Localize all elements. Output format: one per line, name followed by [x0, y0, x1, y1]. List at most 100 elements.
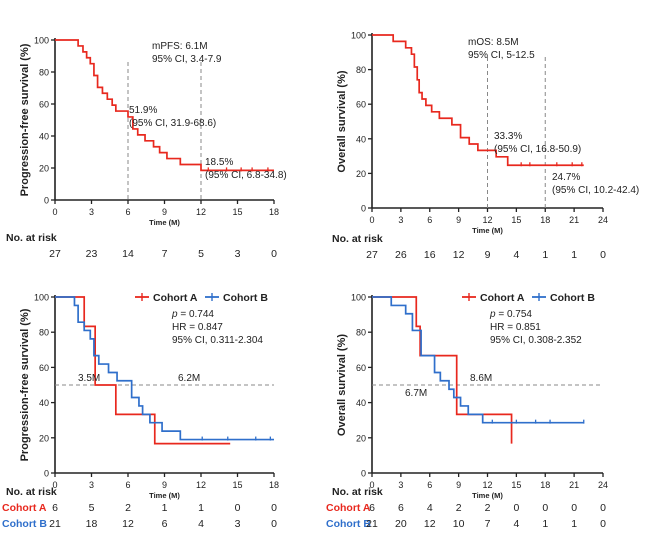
risk-count: 0: [271, 502, 277, 514]
pfs-12m-value: 18.5%: [205, 157, 233, 168]
risk-count: 18: [86, 518, 98, 530]
median-cohort-a: 6.7M: [405, 388, 427, 399]
y-tick-label: 100: [351, 31, 366, 41]
y-tick-label: 80: [39, 68, 49, 78]
legend-label: Cohort B: [550, 292, 595, 304]
y-tick-label: 0: [44, 469, 49, 479]
y-tick-label: 20: [356, 433, 366, 443]
os-18m-value: 24.7%: [552, 172, 580, 183]
risk-table-title: No. at risk: [6, 486, 57, 498]
y-tick-label: 60: [356, 363, 366, 373]
risk-count: 1: [571, 518, 577, 530]
y-tick-label: 0: [361, 469, 366, 479]
x-tick-label: 15: [511, 215, 521, 225]
y-tick-label: 0: [44, 196, 49, 206]
risk-count: 0: [271, 518, 277, 530]
hazard-ratio: HR = 0.847: [172, 322, 223, 333]
risk-count: 12: [453, 249, 465, 261]
x-tick-label: 6: [125, 207, 130, 217]
x-tick-label: 21: [569, 480, 579, 490]
x-tick-label: 0: [52, 207, 57, 217]
x-tick-label: 0: [369, 480, 374, 490]
risk-row-label: Cohort B: [326, 518, 371, 530]
p-value: p = 0.744: [171, 309, 214, 320]
x-tick-label: 9: [162, 207, 167, 217]
risk-count: 0: [271, 248, 277, 260]
risk-count: 26: [395, 249, 407, 261]
risk-count: 4: [198, 518, 204, 530]
risk-row-label: Cohort A: [326, 502, 371, 514]
risk-count: 0: [600, 518, 606, 530]
x-tick-label: 6: [427, 480, 432, 490]
risk-count: 0: [542, 502, 548, 514]
risk-count: 21: [49, 518, 61, 530]
risk-table-title: No. at risk: [332, 486, 383, 498]
p-value: p = 0.754: [489, 309, 532, 320]
risk-count: 4: [513, 518, 519, 530]
x-tick-label: 3: [398, 480, 403, 490]
y-tick-label: 80: [356, 328, 366, 338]
hr-ci: 95% CI, 0.308-2.352: [490, 335, 582, 346]
risk-count: 6: [162, 518, 168, 530]
x-tick-label: 15: [511, 480, 521, 490]
x-tick-label: 3: [398, 215, 403, 225]
risk-count: 5: [198, 248, 204, 260]
y-tick-label: 20: [356, 169, 366, 179]
risk-count: 12: [122, 518, 134, 530]
risk-count: 23: [86, 248, 98, 260]
risk-count: 0: [600, 502, 606, 514]
x-tick-label: 0: [369, 215, 374, 225]
x-tick-label: 18: [540, 480, 550, 490]
x-axis-title: Time (M): [149, 491, 180, 500]
os-12m-value: 33.3%: [494, 131, 522, 142]
x-tick-label: 12: [482, 215, 492, 225]
y-tick-label: 100: [34, 293, 49, 303]
y-axis-title: Overall survival (%): [336, 70, 348, 172]
survival-curve-cohort-a: [55, 296, 231, 445]
survival-curve-cohort-a: [372, 296, 513, 444]
risk-count: 3: [235, 518, 241, 530]
os-12m-ci: (95% CI, 16.8-50.9): [494, 144, 581, 155]
risk-table-title: No. at risk: [6, 232, 57, 244]
x-tick-label: 18: [269, 207, 279, 217]
risk-count: 27: [49, 248, 61, 260]
y-tick-label: 40: [39, 132, 49, 142]
x-axis-title: Time (M): [472, 226, 503, 235]
risk-count: 1: [542, 518, 548, 530]
y-tick-label: 100: [34, 36, 49, 46]
risk-row-label: Cohort B: [2, 518, 47, 530]
y-tick-label: 80: [39, 328, 49, 338]
y-tick-label: 40: [356, 398, 366, 408]
risk-count: 2: [456, 502, 462, 514]
risk-count: 0: [600, 249, 606, 261]
y-tick-label: 20: [39, 164, 49, 174]
hazard-ratio: HR = 0.851: [490, 322, 541, 333]
mpfs-ci: 95% CI, 3.4-7.9: [152, 54, 222, 65]
risk-count: 5: [89, 502, 95, 514]
risk-count: 7: [162, 248, 168, 260]
x-tick-label: 12: [482, 480, 492, 490]
risk-count: 0: [571, 502, 577, 514]
y-axis-title: Progression-free survival (%): [19, 308, 31, 461]
y-axis-title: Overall survival (%): [336, 334, 348, 436]
x-tick-label: 12: [196, 480, 206, 490]
x-axis-title: Time (M): [472, 491, 503, 500]
survival-curve-cohort-b: [55, 296, 274, 441]
y-tick-label: 40: [356, 134, 366, 144]
y-tick-label: 40: [39, 398, 49, 408]
survival-curve-all: [372, 34, 584, 167]
risk-count: 7: [485, 518, 491, 530]
y-tick-label: 100: [351, 293, 366, 303]
pfs-12m-ci: (95% CI, 6.8-34.8): [205, 170, 287, 181]
mpfs-summary: mPFS: 6.1M: [152, 41, 208, 52]
x-tick-label: 24: [598, 480, 608, 490]
risk-count: 1: [571, 249, 577, 261]
risk-count: 2: [125, 502, 131, 514]
mos-summary: mOS: 8.5M: [468, 37, 519, 48]
y-tick-label: 60: [39, 100, 49, 110]
x-tick-label: 6: [427, 215, 432, 225]
